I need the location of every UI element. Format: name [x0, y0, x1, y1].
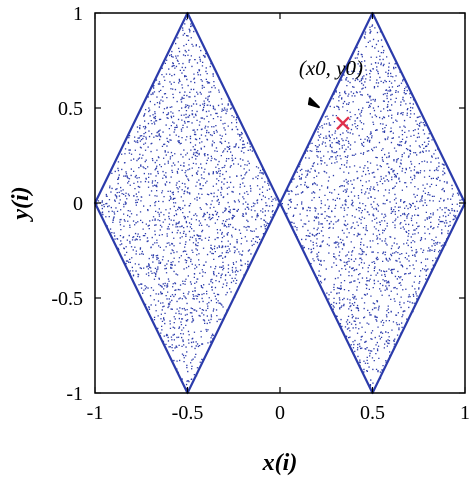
y-tick-label: 0 — [73, 193, 83, 215]
scatter-points — [93, 11, 467, 395]
x-axis-label: x(i) — [262, 450, 298, 476]
annotation: (x0, y0) — [299, 56, 363, 131]
y-tick-label: 1 — [73, 3, 83, 25]
annotation-arrow — [307, 97, 320, 109]
x-tick-label: 1 — [460, 402, 470, 424]
x-tick-label: -1 — [87, 402, 104, 424]
y-axis-label: y(i) — [8, 186, 34, 222]
y-tick-label: 0.5 — [58, 98, 83, 120]
x-tick-label: 0.5 — [360, 402, 385, 424]
y-tick-label: -0.5 — [51, 288, 83, 310]
x-tick-label: -0.5 — [172, 402, 204, 424]
lobe-edge-1 — [93, 11, 282, 395]
y-tick-label: -1 — [66, 383, 83, 405]
annotation-marker — [336, 116, 350, 131]
axis-ticks: -1 -0.5 0 0.5 1 1 0.5 0 -0.5 -1 — [51, 3, 470, 424]
x-tick-label: 0 — [275, 402, 285, 424]
annotation-label: (x0, y0) — [299, 56, 363, 80]
